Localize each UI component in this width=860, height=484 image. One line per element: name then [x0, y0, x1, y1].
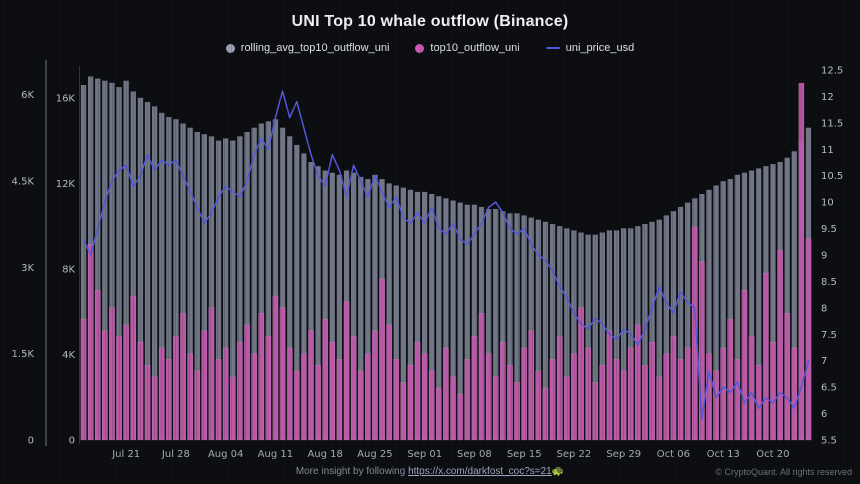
outflow-bars	[80, 82, 812, 441]
svg-text:6.5: 6.5	[821, 383, 837, 394]
svg-text:8K: 8K	[62, 264, 75, 275]
svg-text:Oct 13: Oct 13	[707, 449, 740, 460]
svg-text:Sep 15: Sep 15	[507, 449, 542, 460]
right-price-axis: 5.5 6 6.5 7 7.5 8 8.5 9 9.5 10 10.5 11 11.5 12 12.5	[821, 66, 843, 447]
svg-text:Aug 25: Aug 25	[357, 449, 392, 460]
svg-text:3K: 3K	[21, 263, 34, 274]
svg-text:12.5: 12.5	[821, 66, 843, 77]
svg-text:16K: 16K	[56, 93, 76, 104]
left-outer-axis: 0 1.5K 3K 4.5K 6K	[12, 90, 35, 446]
svg-text:6: 6	[821, 409, 827, 420]
svg-text:Jul 21: Jul 21	[111, 449, 140, 460]
svg-text:4K: 4K	[62, 350, 75, 361]
svg-text:9: 9	[821, 251, 827, 262]
legend-label: uni_price_usd	[565, 42, 635, 54]
chart-title: UNI Top 10 whale outflow (Binance)	[291, 13, 569, 30]
svg-text:0: 0	[28, 436, 34, 447]
svg-text:Aug 11: Aug 11	[258, 449, 293, 460]
svg-text:6K: 6K	[21, 90, 34, 101]
svg-text:7.5: 7.5	[821, 330, 837, 341]
outflow-dot-icon	[415, 43, 425, 53]
svg-text:5.5: 5.5	[821, 436, 837, 447]
legend-item-rolling-avg[interactable]: rolling_avg_top10_outflow_uni	[225, 42, 390, 54]
price-line-icon	[545, 47, 560, 49]
legend-item-top10-outflow[interactable]: top10_outflow_uni	[415, 42, 520, 54]
svg-text:Sep 22: Sep 22	[557, 449, 592, 460]
svg-text:0: 0	[69, 436, 75, 447]
svg-text:Sep 01: Sep 01	[407, 449, 442, 460]
svg-text:Jul 28: Jul 28	[161, 449, 190, 460]
svg-text:7: 7	[821, 356, 827, 367]
legend-item-uni-price[interactable]: uni_price_usd	[545, 42, 635, 54]
svg-text:11: 11	[821, 145, 834, 156]
svg-text:9.5: 9.5	[821, 224, 837, 235]
svg-text:1.5K: 1.5K	[12, 349, 35, 360]
footer-link[interactable]: https://x.com/darkfost_coc?s=21	[408, 466, 552, 477]
rolling-avg-dot-icon	[225, 43, 235, 53]
svg-text:11.5: 11.5	[821, 118, 843, 129]
svg-text:Aug 04: Aug 04	[208, 449, 243, 460]
copyright-text: © CryptoQuant. All rights reserved	[715, 467, 852, 477]
left-inner-axis: 0 4K 8K 12K 16K	[56, 93, 76, 446]
legend-label: rolling_avg_top10_outflow_uni	[240, 42, 390, 54]
svg-text:Aug 18: Aug 18	[307, 449, 342, 460]
svg-text:4.5K: 4.5K	[12, 177, 35, 188]
svg-text:Sep 29: Sep 29	[606, 449, 641, 460]
price-line	[82, 90, 810, 420]
turtle-emoji-icon: 🐢	[551, 466, 565, 477]
svg-text:Oct 06: Oct 06	[657, 449, 690, 460]
svg-text:8: 8	[821, 303, 827, 314]
svg-text:12: 12	[821, 92, 834, 103]
chart-legend: rolling_avg_top10_outflow_uni top10_outf…	[0, 40, 860, 56]
footer-text: More insight by following	[295, 466, 409, 477]
rolling-avg-bars	[80, 76, 812, 441]
svg-text:Oct 20: Oct 20	[756, 449, 789, 460]
svg-text:12K: 12K	[56, 179, 76, 190]
svg-text:8.5: 8.5	[821, 277, 837, 288]
svg-text:10.5: 10.5	[821, 171, 843, 182]
svg-text:10: 10	[821, 198, 834, 209]
legend-label: top10_outflow_uni	[430, 42, 520, 54]
x-axis: Jul 21 Jul 28 Aug 04 Aug 11 Aug 18 Aug 25 Sep …	[111, 449, 789, 460]
svg-text:Sep 08: Sep 08	[457, 449, 492, 460]
footer-note: More insight by following https://x.com/…	[0, 466, 860, 477]
